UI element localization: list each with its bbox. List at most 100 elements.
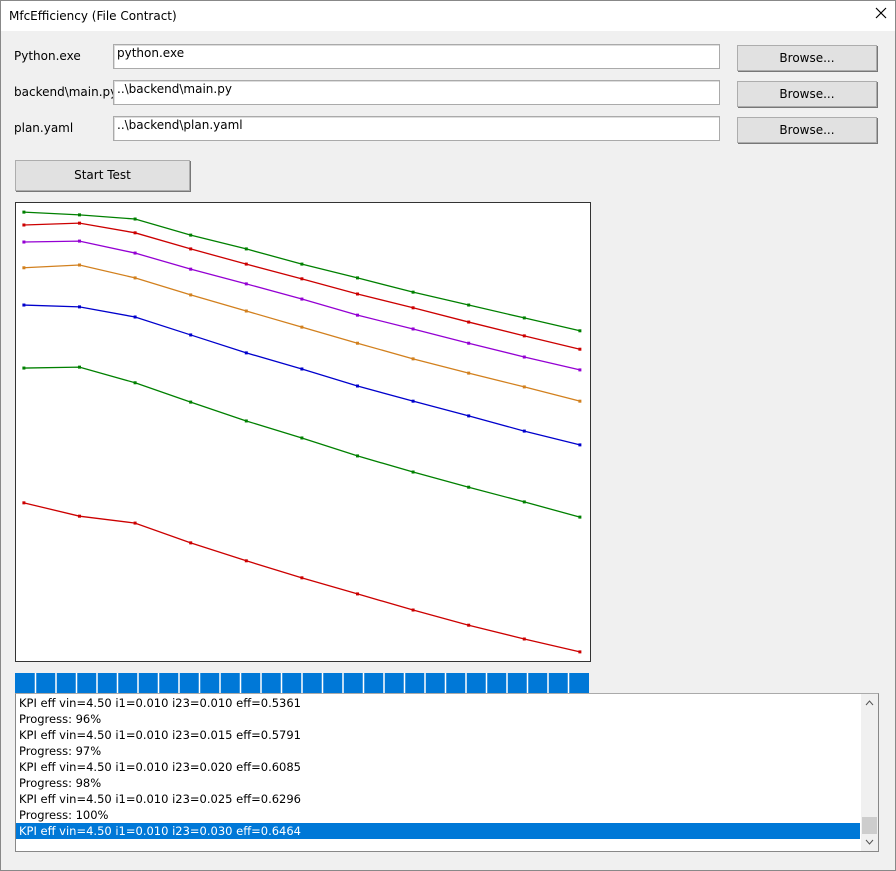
data-point [189,333,193,337]
log-line[interactable]: Progress: 96% [19,712,102,726]
log-line[interactable]: Progress: 97% [19,744,102,758]
data-point [300,576,304,580]
data-point [578,347,582,351]
data-point [189,233,193,237]
data-point [77,213,81,217]
data-point [355,313,359,317]
log-line[interactable]: Progress: 100% [19,808,109,822]
data-point [522,500,526,504]
data-point [411,399,415,403]
data-point [189,267,193,271]
data-point [22,240,26,244]
data-point [411,306,415,310]
data-point [77,239,81,243]
text-field[interactable]: python.exe [113,44,720,69]
data-point [133,276,137,280]
data-point [133,251,137,255]
log-line[interactable]: KPI eff vin=4.50 i1=0.010 i23=0.030 eff=… [16,823,860,839]
data-point [578,329,582,333]
data-point [133,521,137,525]
data-point [355,292,359,296]
close-button[interactable] [873,5,889,21]
data-point [522,316,526,320]
start-button[interactable]: Start Test [15,160,190,191]
browse-button[interactable]: Browse... [737,117,877,143]
data-point [244,309,248,313]
browse-button[interactable]: Browse... [737,45,877,71]
data-point [578,443,582,447]
data-point [578,650,582,654]
data-point [244,282,248,286]
log-line[interactable]: KPI eff vin=4.50 i1=0.010 i23=0.015 eff=… [19,728,302,742]
progress-bar [15,673,589,693]
data-point [133,231,137,235]
scrollbar[interactable] [861,694,878,851]
data-point [22,266,26,270]
data-point [467,341,471,345]
data-point [244,247,248,251]
data-point [22,501,26,505]
data-point [467,623,471,627]
data-point [578,368,582,372]
field-label: backend\main.py [14,85,118,99]
data-point [411,290,415,294]
title-bar: MfcEfficiency (File Contract) [1,1,895,31]
data-point [522,385,526,389]
data-point [355,454,359,458]
data-point [189,293,193,297]
text-field[interactable]: ..\backend\plan.yaml [113,116,720,141]
data-point [300,436,304,440]
chart-frame [15,202,591,662]
scrollbar-graphic [862,700,877,845]
data-point [467,485,471,489]
data-point [300,325,304,329]
data-point [133,315,137,319]
log-line[interactable]: KPI eff vin=4.50 i1=0.010 i23=0.020 eff=… [19,760,302,774]
data-point [355,592,359,596]
log-list[interactable]: KPI eff vin=4.50 i1=0.010 i23=0.010 eff=… [15,693,879,852]
data-point [522,334,526,338]
text-field[interactable]: ..\backend\main.py [113,80,720,105]
data-point [522,429,526,433]
data-point [189,400,193,404]
data-point [22,223,26,227]
data-point [189,541,193,545]
data-point [244,419,248,423]
data-point [244,559,248,563]
data-point [467,320,471,324]
data-point [77,365,81,369]
browse-button[interactable]: Browse... [737,81,877,107]
data-point [300,262,304,266]
log-line[interactable]: Progress: 98% [19,776,102,790]
data-point [22,210,26,214]
data-point [578,399,582,403]
log-line[interactable]: KPI eff vin=4.50 i1=0.010 i23=0.025 eff=… [19,792,302,806]
data-point [77,305,81,309]
data-point [22,366,26,370]
data-point [355,276,359,280]
data-point [77,263,81,267]
log-line[interactable]: KPI eff vin=4.50 i1=0.010 i23=0.010 eff=… [19,696,302,710]
chart [15,202,591,662]
data-point [300,277,304,281]
data-point [77,514,81,518]
data-point [244,351,248,355]
data-point [522,637,526,641]
data-point [411,470,415,474]
data-point [300,297,304,301]
data-point [522,355,526,359]
data-point [189,247,193,251]
data-point [77,221,81,225]
data-point [244,262,248,266]
data-point [133,217,137,221]
data-point [22,303,26,307]
data-point [467,303,471,307]
data-point [411,327,415,331]
data-point [578,515,582,519]
field-label: plan.yaml [14,121,74,135]
scroll-thumb[interactable] [862,817,877,834]
data-point [467,414,471,418]
data-point [355,341,359,345]
window-title: MfcEfficiency (File Contract) [9,9,177,23]
